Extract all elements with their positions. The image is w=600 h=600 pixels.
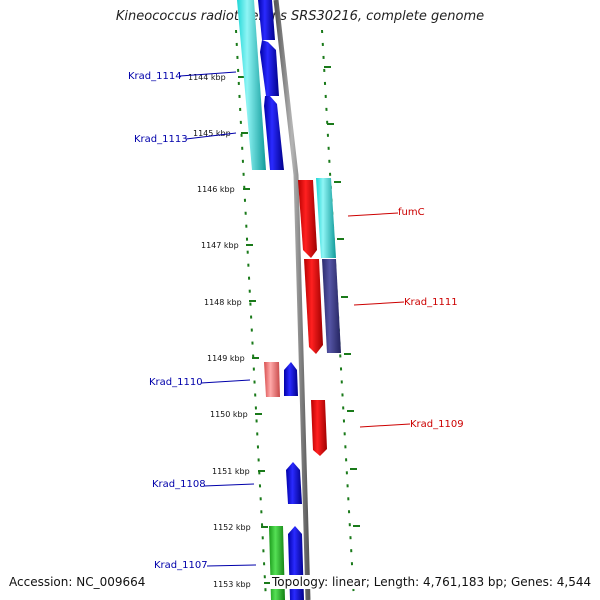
tick-label: 1148 kbp xyxy=(204,298,242,307)
tick-label: 1145 kbp xyxy=(193,129,231,138)
tick-marks-right xyxy=(324,66,360,527)
gene-label-krad-1113[interactable]: Krad_1113 xyxy=(134,134,188,145)
tick-label: 1152 kbp xyxy=(213,523,251,532)
gene-label-krad-1108[interactable]: Krad_1108 xyxy=(152,479,206,490)
gene-krad-1114-arrow[interactable] xyxy=(258,0,275,40)
tick-marks xyxy=(238,76,271,584)
gene-fumc-cyan-block[interactable] xyxy=(316,178,336,258)
gene-krad-1111-block[interactable] xyxy=(322,259,341,353)
gene-label-krad-1111[interactable]: Krad_1111 xyxy=(404,297,458,308)
gene-fumc-arrow[interactable] xyxy=(298,180,317,258)
gene-krad-1113-arrow[interactable] xyxy=(264,96,284,170)
genome-summary-text: Topology: linear; Length: 4,761,183 bp; … xyxy=(270,575,594,589)
gene-label-krad-1107[interactable]: Krad_1107 xyxy=(154,560,208,571)
tick-label: 1147 kbp xyxy=(201,241,239,250)
gene-label-krad-1114[interactable]: Krad_1114 xyxy=(128,71,182,82)
gene-krad-1108-arrow[interactable] xyxy=(286,462,302,504)
gene-label-krad-1109[interactable]: Krad_1109 xyxy=(410,419,464,430)
genome-backbone xyxy=(273,0,311,600)
gene-label-fumc[interactable]: fumC xyxy=(398,207,425,218)
gene-krad-1111-arrow[interactable] xyxy=(304,259,323,354)
tick-label: 1151 kbp xyxy=(212,467,250,476)
gene-label-krad-1110[interactable]: Krad_1110 xyxy=(149,377,203,388)
gene-krad-1110-arrow[interactable] xyxy=(284,362,298,396)
gene-krad-1114-cyan-block[interactable] xyxy=(237,0,266,170)
label-leaders xyxy=(179,71,411,567)
tick-label: 1153 kbp xyxy=(213,580,251,589)
gene-krad-1114-arrow-b[interactable] xyxy=(260,40,279,96)
accession-text: Accession: NC_009664 xyxy=(9,575,146,589)
tick-label: 1149 kbp xyxy=(207,354,245,363)
map-title: Kineococcus radiotolerans SRS30216, comp… xyxy=(115,9,485,24)
tick-label: 1144 kbp xyxy=(188,73,226,82)
tick-label: 1146 kbp xyxy=(197,185,235,194)
gene-krad-1109-arrow[interactable] xyxy=(311,400,327,456)
gene-krad-1110-block[interactable] xyxy=(264,362,280,397)
tick-label: 1150 kbp xyxy=(210,410,248,419)
